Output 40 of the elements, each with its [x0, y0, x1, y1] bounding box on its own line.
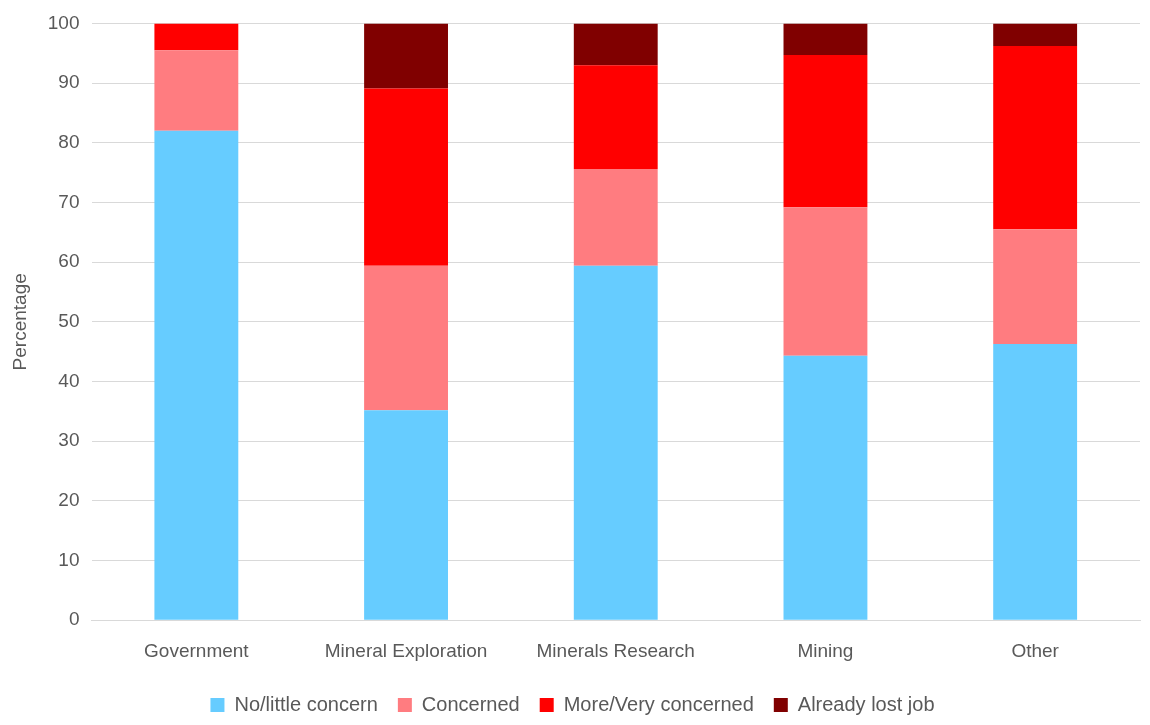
y-tick-label: 100 [47, 11, 80, 33]
bar [573, 65, 658, 170]
y-tick-label: 90 [58, 71, 80, 93]
bar [783, 207, 868, 356]
y-tick-label: 40 [58, 369, 80, 391]
bar [993, 23, 1078, 47]
y-tick-label: 20 [58, 489, 80, 511]
bar [364, 88, 448, 266]
bar [573, 265, 658, 620]
bar [573, 169, 658, 266]
y-tick-label: 60 [58, 250, 80, 272]
bar [993, 46, 1078, 230]
x-tick-label: Other [1011, 639, 1060, 661]
bar [364, 410, 448, 620]
bar [993, 343, 1078, 620]
bar [783, 23, 868, 56]
legend-label: No/little concern [234, 692, 378, 715]
bar [364, 265, 448, 411]
y-tick-label: 10 [58, 548, 80, 570]
bar [993, 229, 1078, 344]
legend-label: More/Very concerned [563, 692, 754, 715]
bar [783, 355, 868, 620]
bar [154, 130, 239, 620]
bar [783, 55, 868, 208]
bar [154, 23, 239, 51]
y-tick-label: 0 [68, 608, 80, 630]
x-tick-label: Mining [797, 639, 854, 661]
x-tick-label: Government [144, 639, 250, 661]
bar [573, 23, 658, 66]
legend-label: Concerned [421, 692, 520, 715]
y-tick-label: 70 [58, 190, 80, 212]
x-tick-label: Minerals Research [536, 639, 695, 661]
bar [364, 23, 448, 89]
bar [154, 50, 239, 131]
y-tick-label: 80 [58, 130, 80, 152]
y-tick-label: 50 [58, 310, 80, 332]
x-tick-label: Mineral Exploration [324, 639, 488, 661]
legend-label: Already lost job [797, 692, 935, 715]
y-axis-title: Percentage [8, 273, 30, 371]
y-tick-label: 30 [58, 429, 80, 451]
